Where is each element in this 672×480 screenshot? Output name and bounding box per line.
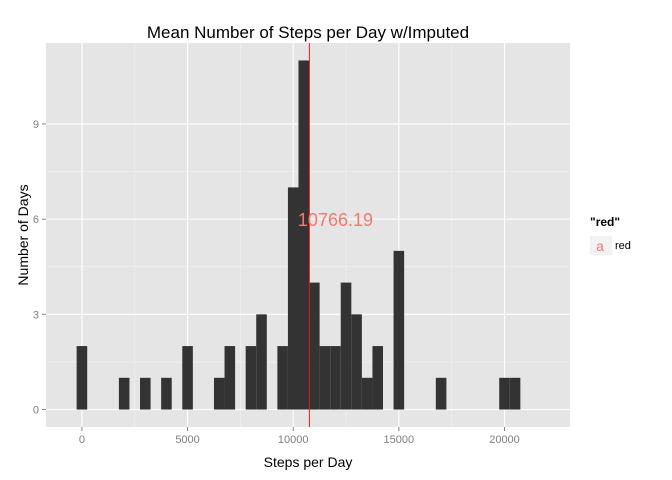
y-axis-ticks: 0 3 6 9	[33, 119, 46, 417]
x-axis-title: Steps per Day	[264, 454, 353, 470]
histogram-bar	[161, 377, 172, 410]
histogram-bar	[340, 282, 352, 410]
histogram-bar	[245, 346, 257, 410]
histogram-bar	[309, 282, 320, 410]
x-axis-ticks: 0 5000 10000 15000 20000	[79, 427, 520, 446]
histogram-bar	[298, 60, 310, 410]
x-tick-label: 5000	[175, 434, 199, 446]
histogram-bar	[76, 346, 88, 410]
legend-label: red	[615, 240, 631, 252]
y-axis-title: Number of Days	[15, 184, 31, 285]
chart-title: Mean Number of Steps per Day w/Imputed	[147, 23, 469, 42]
histogram-bar	[118, 377, 130, 410]
histogram-bar	[287, 187, 299, 410]
y-tick-label: 6	[33, 214, 39, 226]
histogram-bar	[256, 314, 267, 410]
histogram-bar	[393, 250, 405, 410]
legend-key	[590, 236, 612, 255]
histogram-bar	[499, 377, 510, 410]
x-tick-label: 20000	[489, 434, 520, 446]
histogram-bars	[76, 60, 521, 410]
mean-annotation: 10766.19	[298, 210, 373, 230]
legend-title: "red"	[590, 215, 620, 229]
histogram-bar	[182, 346, 193, 410]
histogram-bar	[509, 377, 521, 410]
legend: "red" a red	[590, 215, 631, 255]
histogram-bar	[224, 346, 236, 410]
histogram-bar	[361, 377, 373, 410]
histogram-bar	[330, 346, 341, 410]
y-tick-label: 9	[33, 119, 39, 131]
x-tick-label: 10000	[278, 434, 309, 446]
histogram-bar	[319, 346, 331, 410]
histogram-bar	[372, 346, 384, 410]
histogram-bar	[213, 377, 225, 410]
histogram-bar	[277, 346, 288, 410]
y-tick-label: 0	[33, 405, 39, 417]
histogram-bar	[435, 377, 447, 410]
y-tick-label: 3	[33, 309, 39, 321]
legend-key-glyph: a	[596, 238, 604, 254]
histogram-bar	[351, 314, 362, 410]
histogram-bar	[140, 377, 151, 410]
x-tick-label: 0	[79, 434, 85, 446]
x-tick-label: 15000	[384, 434, 415, 446]
